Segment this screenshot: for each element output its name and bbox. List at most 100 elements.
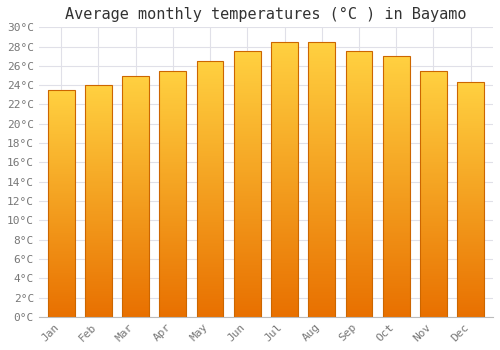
Bar xyxy=(234,295,260,297)
Bar xyxy=(271,220,298,222)
Bar xyxy=(346,270,372,272)
Bar xyxy=(196,256,224,257)
Bar xyxy=(383,76,409,77)
Bar xyxy=(122,187,149,188)
Bar xyxy=(48,223,74,224)
Bar xyxy=(308,66,335,68)
Bar xyxy=(196,286,224,287)
Bar xyxy=(346,224,372,225)
Bar xyxy=(383,90,409,91)
Bar xyxy=(458,201,484,202)
Bar xyxy=(85,107,112,108)
Bar xyxy=(420,247,447,248)
Bar xyxy=(122,293,149,294)
Bar xyxy=(346,181,372,183)
Bar xyxy=(85,130,112,132)
Bar xyxy=(271,102,298,104)
Bar xyxy=(85,193,112,194)
Bar xyxy=(160,151,186,152)
Bar xyxy=(271,76,298,77)
Bar xyxy=(346,99,372,100)
Bar xyxy=(271,53,298,54)
Bar xyxy=(122,223,149,224)
Bar xyxy=(160,207,186,209)
Bar xyxy=(271,116,298,117)
Bar xyxy=(308,119,335,120)
Bar xyxy=(271,210,298,211)
Bar xyxy=(48,193,74,194)
Bar xyxy=(85,96,112,97)
Bar xyxy=(85,132,112,133)
Bar xyxy=(271,218,298,219)
Bar xyxy=(420,174,447,175)
Bar xyxy=(271,112,298,113)
Bar xyxy=(271,171,298,173)
Bar xyxy=(234,206,260,208)
Bar xyxy=(458,107,484,108)
Bar xyxy=(234,55,260,57)
Bar xyxy=(271,66,298,68)
Bar xyxy=(234,243,260,244)
Bar xyxy=(458,204,484,205)
Bar xyxy=(122,153,149,154)
Bar xyxy=(420,222,447,223)
Bar xyxy=(234,95,260,97)
Bar xyxy=(420,196,447,197)
Bar xyxy=(346,282,372,284)
Bar xyxy=(271,155,298,156)
Bar xyxy=(346,114,372,115)
Bar xyxy=(48,149,74,150)
Bar xyxy=(48,272,74,273)
Bar xyxy=(458,257,484,258)
Bar xyxy=(458,289,484,290)
Bar xyxy=(48,274,74,275)
Bar xyxy=(234,126,260,127)
Bar xyxy=(196,249,224,250)
Bar xyxy=(458,264,484,265)
Bar xyxy=(122,247,149,248)
Bar xyxy=(122,313,149,314)
Bar xyxy=(234,117,260,118)
Bar xyxy=(48,237,74,239)
Bar xyxy=(458,96,484,98)
Bar xyxy=(85,312,112,313)
Bar xyxy=(308,42,335,317)
Bar xyxy=(122,95,149,96)
Bar xyxy=(308,273,335,274)
Bar xyxy=(420,72,447,73)
Bar xyxy=(458,123,484,125)
Bar xyxy=(271,207,298,208)
Bar xyxy=(85,253,112,254)
Bar xyxy=(234,65,260,66)
Bar xyxy=(271,166,298,167)
Bar xyxy=(85,192,112,193)
Bar xyxy=(160,295,186,296)
Bar xyxy=(48,182,74,183)
Bar xyxy=(48,163,74,164)
Bar xyxy=(271,181,298,182)
Bar xyxy=(308,138,335,139)
Bar xyxy=(196,307,224,308)
Bar xyxy=(383,134,409,136)
Bar xyxy=(271,260,298,262)
Bar xyxy=(196,310,224,312)
Bar xyxy=(160,282,186,284)
Bar xyxy=(196,266,224,267)
Bar xyxy=(85,258,112,259)
Bar xyxy=(122,183,149,184)
Bar xyxy=(346,136,372,138)
Bar xyxy=(308,146,335,148)
Bar xyxy=(271,240,298,241)
Bar xyxy=(234,107,260,108)
Bar xyxy=(458,242,484,243)
Bar xyxy=(48,154,74,155)
Bar xyxy=(308,86,335,87)
Bar xyxy=(383,72,409,73)
Bar xyxy=(85,252,112,253)
Bar xyxy=(383,66,409,68)
Bar xyxy=(234,51,260,53)
Bar xyxy=(308,109,335,111)
Bar xyxy=(383,153,409,154)
Bar xyxy=(160,291,186,292)
Bar xyxy=(346,233,372,235)
